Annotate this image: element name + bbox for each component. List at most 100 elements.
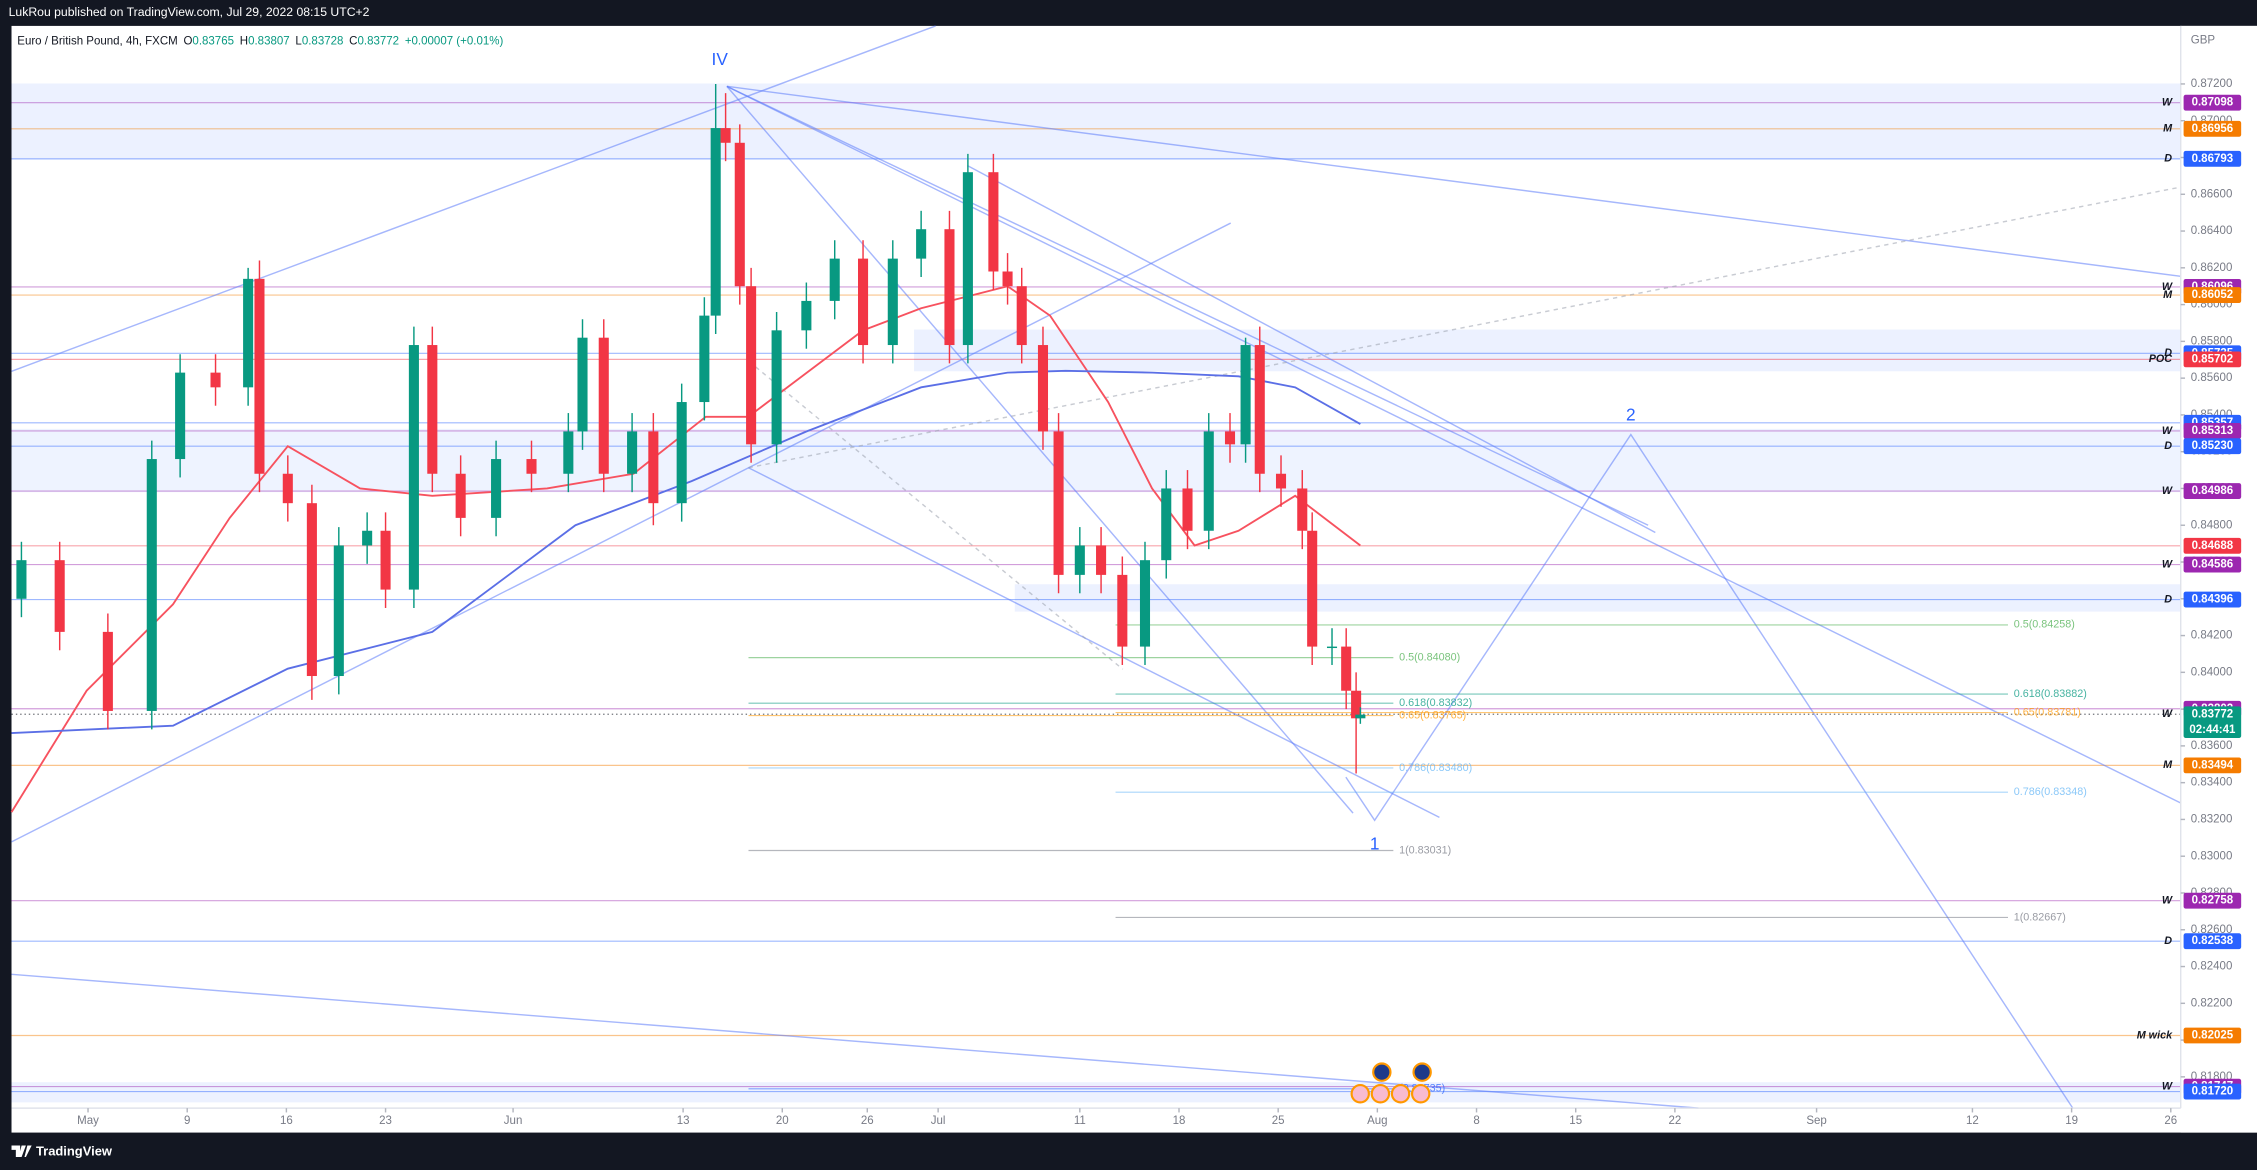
level-tag: D <box>2164 593 2172 605</box>
candle-body <box>598 337 609 474</box>
event-icon[interactable] <box>1410 1084 1431 1104</box>
y-tick-label: 0.82600 <box>2191 924 2233 936</box>
candle-body <box>254 278 265 474</box>
candle-body <box>1307 530 1318 647</box>
level-tag: W <box>2162 281 2173 293</box>
trendline <box>726 85 1649 526</box>
x-tick-label: 25 <box>1272 1115 1285 1127</box>
event-icon[interactable] <box>1350 1084 1370 1104</box>
price-tag-label: 0.84396 <box>2192 594 2234 606</box>
candle-body <box>362 530 373 546</box>
price-tag <box>2183 1027 2242 1044</box>
price-tag-label: 0.86096 <box>2192 281 2234 293</box>
zone <box>11 83 2181 160</box>
zone <box>11 428 2181 493</box>
price-tag-label: 0.85702 <box>2192 353 2234 365</box>
ohlc-value: 0.83807 <box>248 36 290 48</box>
y-tick-label: 0.83400 <box>2191 777 2233 789</box>
dashed-line <box>755 366 1124 670</box>
candle-body <box>801 300 812 331</box>
candle-body <box>1351 690 1362 719</box>
price-tag <box>2183 556 2242 573</box>
y-tick-label: 0.83600 <box>2191 740 2233 752</box>
candle-body <box>306 503 317 677</box>
y-tick-label: 0.87000 <box>2191 115 2233 127</box>
candle-body <box>455 473 466 518</box>
level-tag: POC <box>2149 353 2173 365</box>
candle-body <box>1053 431 1064 575</box>
brand[interactable]: TradingView <box>36 1143 113 1158</box>
x-tick-label: 26 <box>2164 1115 2177 1127</box>
event-icon[interactable] <box>1390 1084 1411 1104</box>
trendline <box>748 467 1440 819</box>
candle-body <box>1203 431 1214 531</box>
candle-body <box>944 229 955 346</box>
candle-body <box>1117 574 1128 647</box>
candle-body <box>887 258 898 346</box>
candle-body <box>734 142 745 287</box>
y-tick-label: 0.82200 <box>2191 997 2233 1009</box>
event-icon[interactable] <box>1412 1062 1432 1082</box>
price-tag-label: 0.85357 <box>2192 417 2234 429</box>
candle-body <box>676 402 687 504</box>
price-tag-label: 0.85230 <box>2192 440 2234 452</box>
candle-body <box>1002 271 1013 287</box>
candle-body <box>380 530 391 590</box>
ohlc-label: O <box>183 36 192 48</box>
level-tag: W <box>2162 97 2173 109</box>
fib-label: 0.618(0.83882) <box>2014 688 2087 700</box>
x-tick-label: 19 <box>2065 1115 2078 1127</box>
candle-body <box>102 631 113 711</box>
wave-label: IV <box>712 49 729 69</box>
fib-label: 0.65(0.83781) <box>2014 706 2081 718</box>
price-tag <box>2183 351 2242 368</box>
price-tag-label: 0.86793 <box>2192 153 2234 165</box>
event-icon[interactable] <box>1370 1084 1391 1104</box>
price-tag-label: 0.84688 <box>2192 540 2234 552</box>
price-tag-label: 0.86956 <box>2192 123 2234 135</box>
level-tag: D <box>2164 935 2172 947</box>
candle-body <box>1096 545 1107 575</box>
x-tick-label: 12 <box>1966 1115 1979 1127</box>
zones <box>11 83 2181 1103</box>
x-tick-label: Sep <box>1806 1115 1826 1127</box>
trendline <box>11 25 936 372</box>
y-tick-label: 0.83200 <box>2191 813 2233 825</box>
level-tag: D <box>2164 440 2172 452</box>
y-tick-label: 0.86000 <box>2191 299 2233 311</box>
candle-body <box>648 431 659 504</box>
wave-projection <box>1345 433 2074 1109</box>
y-tick-label: 0.86200 <box>2191 262 2233 274</box>
wave-labels: IV 1 2 <box>712 49 1636 853</box>
wave-label: 1 <box>1370 833 1380 853</box>
y-tick-label: 0.84200 <box>2191 630 2233 642</box>
candles <box>16 83 1366 774</box>
brand-logo[interactable] <box>11 1145 32 1158</box>
candle-body <box>1139 560 1151 647</box>
candle-body <box>563 431 574 474</box>
event-icon[interactable] <box>1372 1062 1392 1082</box>
price-tag <box>2183 483 2242 499</box>
price-tag <box>2183 892 2242 909</box>
ohlc-value: 0.83772 <box>357 36 399 48</box>
price-tag-label: 0.82538 <box>2192 935 2234 947</box>
fib-label: 0.5(0.84258) <box>2014 619 2075 631</box>
price-tag <box>2183 591 2242 608</box>
currency: GBP <box>2191 34 2216 46</box>
price-tags: W 0.87098 M 0.86956 D 0.86793 W 0.86096 M 0.86052… <box>2137 94 2242 1100</box>
level-tag: M <box>2163 759 2173 771</box>
legend: Euro / British Pound, 4h, FXCM O0.83765 H0… <box>17 36 503 48</box>
x-tick-label: 18 <box>1173 1115 1186 1127</box>
x-tick-label: 15 <box>1569 1115 1582 1127</box>
level-tag: W <box>2162 708 2173 720</box>
candle-body <box>1016 286 1027 346</box>
x-tick-label: Jun <box>504 1115 523 1127</box>
candle-body <box>1341 646 1352 691</box>
level-tag: W <box>2162 1080 2173 1092</box>
x-tick-label: 16 <box>280 1115 293 1127</box>
candle-body <box>1182 488 1193 531</box>
x-tick-label: 8 <box>1473 1115 1479 1127</box>
legend-line: Euro / British Pound, 4h, FXCM O0.83765 H0… <box>17 36 503 48</box>
price-tag-label: 0.83494 <box>2192 759 2234 771</box>
candle-body <box>962 172 973 346</box>
